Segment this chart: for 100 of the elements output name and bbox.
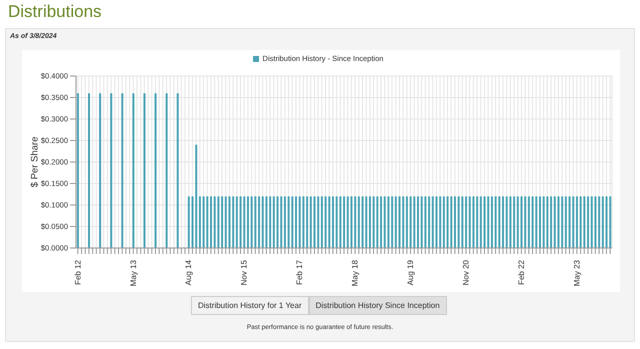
bar	[254, 196, 256, 248]
bar	[583, 196, 586, 248]
bar	[598, 196, 600, 248]
bar	[76, 93, 79, 248]
bar	[228, 196, 230, 248]
bar	[262, 196, 264, 248]
x-tick-label: May 23	[572, 259, 582, 286]
bar	[214, 196, 216, 248]
bar	[372, 196, 375, 248]
bar	[240, 196, 242, 248]
bar	[284, 196, 286, 248]
bar	[99, 93, 102, 248]
bar	[432, 196, 434, 248]
bar	[314, 196, 316, 248]
bar	[424, 196, 426, 248]
bar	[413, 196, 416, 248]
button[interactable]: Distribution History Since Inception	[308, 296, 447, 315]
y-axis-title: $ Per Share	[29, 136, 40, 188]
x-tick-label: May 13	[128, 259, 138, 286]
bar	[376, 196, 378, 248]
bar	[472, 196, 474, 248]
bar	[546, 196, 548, 248]
bar	[88, 93, 90, 248]
bar	[606, 196, 608, 248]
x-tick-label: Nov 15	[240, 259, 249, 286]
bar	[332, 196, 334, 248]
x-tick-label: Aug 14	[184, 259, 194, 286]
bar	[336, 196, 338, 248]
bar	[561, 196, 564, 248]
chart-title: Distributions	[8, 2, 102, 22]
bar	[535, 196, 538, 248]
bar	[538, 196, 541, 248]
bar	[420, 196, 423, 248]
bar	[132, 93, 134, 248]
bar	[188, 196, 190, 248]
bar	[572, 196, 574, 248]
bar	[513, 196, 516, 248]
bar	[320, 196, 323, 248]
bar	[568, 196, 571, 248]
bar	[594, 196, 596, 248]
bar	[324, 196, 327, 248]
bar	[394, 196, 397, 248]
bar	[288, 196, 290, 248]
bar	[276, 196, 279, 248]
bar	[346, 196, 349, 248]
bar	[221, 196, 224, 248]
x-tick-label: Feb 17	[295, 259, 304, 285]
bar	[587, 196, 590, 248]
bar	[310, 196, 312, 248]
bar	[516, 196, 519, 248]
bar	[387, 196, 390, 248]
bar	[494, 196, 497, 248]
bar	[550, 196, 552, 248]
bar	[532, 196, 534, 248]
bar	[154, 93, 157, 248]
x-tick-label: Nov 20	[461, 259, 470, 286]
bar	[417, 196, 420, 248]
bar	[454, 196, 456, 248]
bar	[176, 93, 179, 248]
bar	[439, 196, 442, 248]
x-tick-label: Feb 22	[516, 259, 526, 285]
bar	[557, 196, 560, 248]
bar	[269, 196, 272, 248]
bar	[306, 196, 308, 248]
bar	[406, 196, 408, 248]
bar	[362, 196, 364, 248]
bar	[435, 196, 438, 248]
bar	[202, 196, 205, 248]
bar	[246, 196, 249, 248]
bar	[380, 196, 382, 248]
bar	[350, 196, 352, 248]
bar	[365, 196, 368, 248]
bar	[166, 93, 168, 248]
bar	[428, 196, 430, 248]
bar	[243, 196, 246, 248]
bar	[524, 196, 526, 248]
bar	[217, 196, 220, 248]
bar	[476, 196, 478, 248]
bar	[590, 196, 593, 248]
bar	[484, 196, 486, 248]
bar	[121, 93, 124, 248]
bar	[224, 196, 227, 248]
bar	[398, 196, 401, 248]
button[interactable]: Distribution History for 1 Year	[191, 296, 309, 315]
bar	[520, 196, 523, 248]
bar	[528, 196, 530, 248]
bar	[236, 196, 238, 248]
bar	[580, 196, 582, 248]
bar	[442, 196, 445, 248]
x-tick-label: Aug 19	[406, 259, 416, 286]
bar	[339, 196, 342, 248]
bar	[328, 196, 330, 248]
bar	[368, 196, 371, 248]
bar	[343, 196, 346, 248]
bar	[250, 196, 253, 248]
bar	[465, 196, 468, 248]
bar	[506, 196, 508, 248]
bar	[498, 196, 500, 248]
bar	[554, 196, 556, 248]
bar	[461, 196, 464, 248]
